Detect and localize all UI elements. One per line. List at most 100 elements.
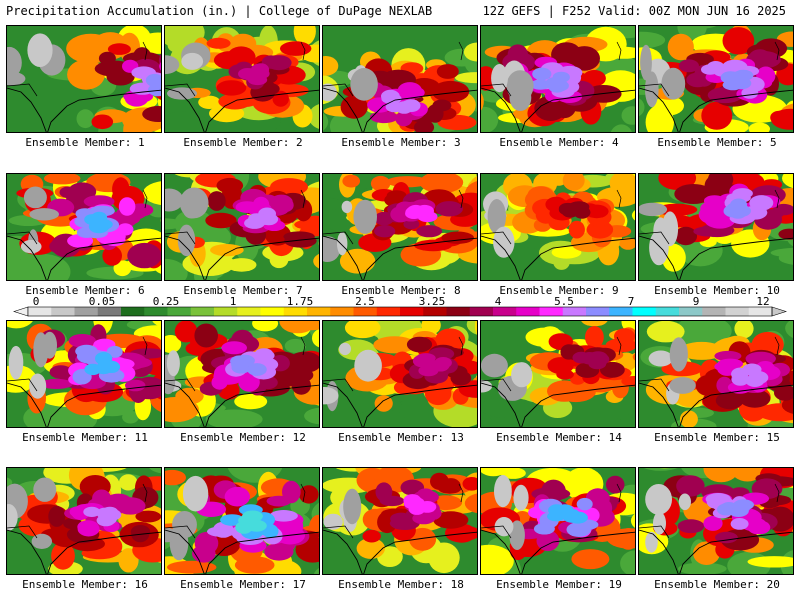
colorbar-swatch [679, 307, 703, 316]
ensemble-panel-7 [164, 173, 320, 281]
colorbar-swatch [469, 307, 494, 316]
ensemble-panel-19 [480, 467, 636, 575]
precip-field-map [481, 321, 635, 427]
ensemble-panel-4 [480, 25, 636, 133]
colorbar-tick-label: 1.75 [287, 296, 314, 308]
colorbar-tick-label: 0.25 [153, 296, 180, 308]
precip-field-map [165, 26, 319, 132]
precip-field-map [481, 174, 635, 280]
colorbar-tick-label: 1 [230, 296, 237, 308]
colorbar-tick-label: 0 [33, 296, 40, 308]
colorbar-tick-label: 0.05 [89, 296, 116, 308]
ensemble-member-label: Ensemble Member: 12 [180, 431, 306, 444]
colorbar-swatch [74, 307, 99, 316]
colorbar-swatch [330, 307, 354, 316]
colorbar-swatch [121, 307, 145, 316]
ensemble-panel-11 [6, 320, 162, 428]
ensemble-panel-5 [638, 25, 794, 133]
colorbar-swatch [400, 307, 424, 316]
colorbar-swatch [702, 307, 726, 316]
ensemble-member-label: Ensemble Member: 20 [654, 578, 780, 591]
colorbar-swatch [190, 307, 215, 316]
colorbar-swatch [376, 307, 401, 316]
colorbar-swatch [167, 307, 192, 316]
precip-field-map [639, 468, 793, 574]
ensemble-member-label: Ensemble Member: 19 [496, 578, 622, 591]
ensemble-member-label: Ensemble Member: 9 [499, 284, 619, 297]
colorbar: 0 0.05 0.25 1 1.75 2.5 3.25 4 5.5 7 9 12 [13, 296, 787, 317]
colorbar-swatch [725, 307, 750, 316]
precip-field-map [165, 321, 319, 427]
colorbar-arrow-high [771, 306, 787, 317]
ensemble-member-label: Ensemble Member: 11 [22, 431, 148, 444]
colorbar-swatch [28, 307, 52, 316]
colorbar-tick-label: 9 [693, 296, 700, 308]
precip-field-map [639, 321, 793, 427]
colorbar-tick-label: 2.5 [355, 296, 375, 308]
precip-field-map [481, 468, 635, 574]
header-valid-time: 12Z GEFS | F252 Valid: 00Z MON JUN 16 20… [482, 4, 786, 18]
colorbar-swatch [493, 307, 517, 316]
colorbar-swatch [632, 307, 657, 316]
ensemble-panel-6 [6, 173, 162, 281]
precip-field-map [7, 468, 161, 574]
precip-field-map [7, 321, 161, 427]
colorbar-swatch [214, 307, 238, 316]
colorbar-tick-label: 5.5 [554, 296, 574, 308]
colorbar-swatch [562, 307, 587, 316]
ensemble-member-label: Ensemble Member: 18 [338, 578, 464, 591]
ensemble-member-label: Ensemble Member: 5 [657, 136, 777, 149]
colorbar-tick-label: 12 [756, 296, 769, 308]
ensemble-panel-8 [322, 173, 478, 281]
precip-field-map [481, 26, 635, 132]
ensemble-panel-1 [6, 25, 162, 133]
precip-field-map [323, 321, 477, 427]
colorbar-tick-label: 3.25 [419, 296, 446, 308]
colorbar-swatch [307, 307, 331, 316]
ensemble-panel-3 [322, 25, 478, 133]
precip-field-map [323, 468, 477, 574]
ensemble-panel-16 [6, 467, 162, 575]
ensemble-member-label: Ensemble Member: 6 [25, 284, 145, 297]
colorbar-tick-label: 4 [495, 296, 502, 308]
precip-field-map [323, 174, 477, 280]
ensemble-member-label: Ensemble Member: 14 [496, 431, 622, 444]
colorbar-swatch [97, 307, 122, 316]
ensemble-panel-13 [322, 320, 478, 428]
precip-field-map [639, 174, 793, 280]
colorbar-swatch [539, 307, 564, 316]
colorbar-arrow-low [13, 306, 29, 317]
colorbar-swatch [609, 307, 633, 316]
colorbar-swatch [446, 307, 471, 316]
precip-field-map [323, 26, 477, 132]
header-title: Precipitation Accumulation (in.) | Colle… [6, 4, 433, 18]
colorbar-swatch [237, 307, 261, 316]
precip-field-map [639, 26, 793, 132]
colorbar-swatch [655, 307, 680, 316]
precip-field-map [165, 468, 319, 574]
colorbar-swatch [260, 307, 285, 316]
ensemble-member-label: Ensemble Member: 3 [341, 136, 461, 149]
ensemble-panel-12 [164, 320, 320, 428]
ensemble-member-label: Ensemble Member: 8 [341, 284, 461, 297]
ensemble-panel-9 [480, 173, 636, 281]
ensemble-panel-17 [164, 467, 320, 575]
colorbar-swatch [586, 307, 610, 316]
ensemble-panel-15 [638, 320, 794, 428]
colorbar-swatch [423, 307, 447, 316]
colorbar-swatch [748, 307, 773, 316]
ensemble-member-label: Ensemble Member: 17 [180, 578, 306, 591]
colorbar-tick-label: 7 [628, 296, 635, 308]
precip-field-map [7, 26, 161, 132]
ensemble-panel-14 [480, 320, 636, 428]
colorbar-swatch [51, 307, 75, 316]
colorbar-swatch [516, 307, 540, 316]
ensemble-panel-10 [638, 173, 794, 281]
ensemble-member-label: Ensemble Member: 4 [499, 136, 619, 149]
ensemble-member-label: Ensemble Member: 13 [338, 431, 464, 444]
precip-field-map [7, 174, 161, 280]
precip-field-map [165, 174, 319, 280]
ensemble-panel-18 [322, 467, 478, 575]
ensemble-member-label: Ensemble Member: 10 [654, 284, 780, 297]
ensemble-member-label: Ensemble Member: 1 [25, 136, 145, 149]
